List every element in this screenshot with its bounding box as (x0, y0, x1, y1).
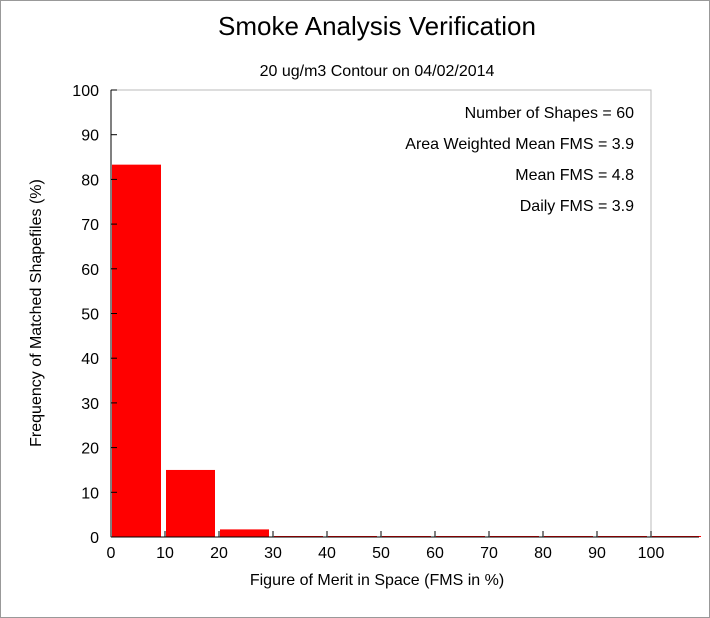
x-axis-label: Figure of Merit in Space (FMS in %) (250, 572, 504, 589)
x-tick-label: 90 (588, 545, 606, 562)
y-tick-label: 50 (81, 307, 99, 324)
x-ticks-layer: 0 10 20 30 40 50 60 70 80 90 100 (107, 531, 665, 562)
stats-annotation: Mean FMS = 4.8 (515, 167, 634, 184)
chart-title: Smoke Analysis Verification (218, 11, 536, 41)
x-tick-label: 40 (318, 545, 336, 562)
y-tick-label: 10 (81, 485, 99, 502)
x-tick-label: 100 (638, 545, 665, 562)
y-tick-label: 70 (81, 217, 99, 234)
y-tick-label: 90 (81, 128, 99, 145)
y-axis-label: Frequency of Matched Shapefiles (%) (28, 179, 45, 447)
histogram-bar (220, 529, 269, 537)
x-tick-label: 60 (426, 545, 444, 562)
x-tick-label: 50 (372, 545, 390, 562)
x-tick-label: 10 (156, 545, 174, 562)
y-tick-label: 60 (81, 262, 99, 279)
stats-annotation: Number of Shapes = 60 (465, 105, 635, 122)
bars-layer (112, 164, 701, 538)
y-ticks-layer: 0 10 20 30 40 50 60 70 80 90 100 (72, 83, 117, 547)
y-tick-label: 0 (90, 530, 99, 547)
y-tick-label: 40 (81, 351, 99, 368)
y-tick-label: 30 (81, 396, 99, 413)
y-tick-label: 80 (81, 172, 99, 189)
y-tick-label: 20 (81, 441, 99, 458)
chart-subtitle: 20 ug/m3 Contour on 04/02/2014 (260, 63, 495, 80)
y-tick-label: 100 (72, 83, 99, 100)
x-tick-label: 0 (107, 545, 116, 562)
stats-annotation: Daily FMS = 3.9 (520, 198, 634, 215)
stats-annotation: Area Weighted Mean FMS = 3.9 (405, 136, 634, 153)
x-tick-label: 20 (210, 545, 228, 562)
x-tick-label: 30 (264, 545, 282, 562)
x-tick-label: 80 (534, 545, 552, 562)
histogram-bar (166, 469, 215, 537)
annotations-layer: Number of Shapes = 60 Area Weighted Mean … (405, 105, 634, 215)
x-tick-label: 70 (480, 545, 498, 562)
histogram-bar (112, 164, 161, 538)
